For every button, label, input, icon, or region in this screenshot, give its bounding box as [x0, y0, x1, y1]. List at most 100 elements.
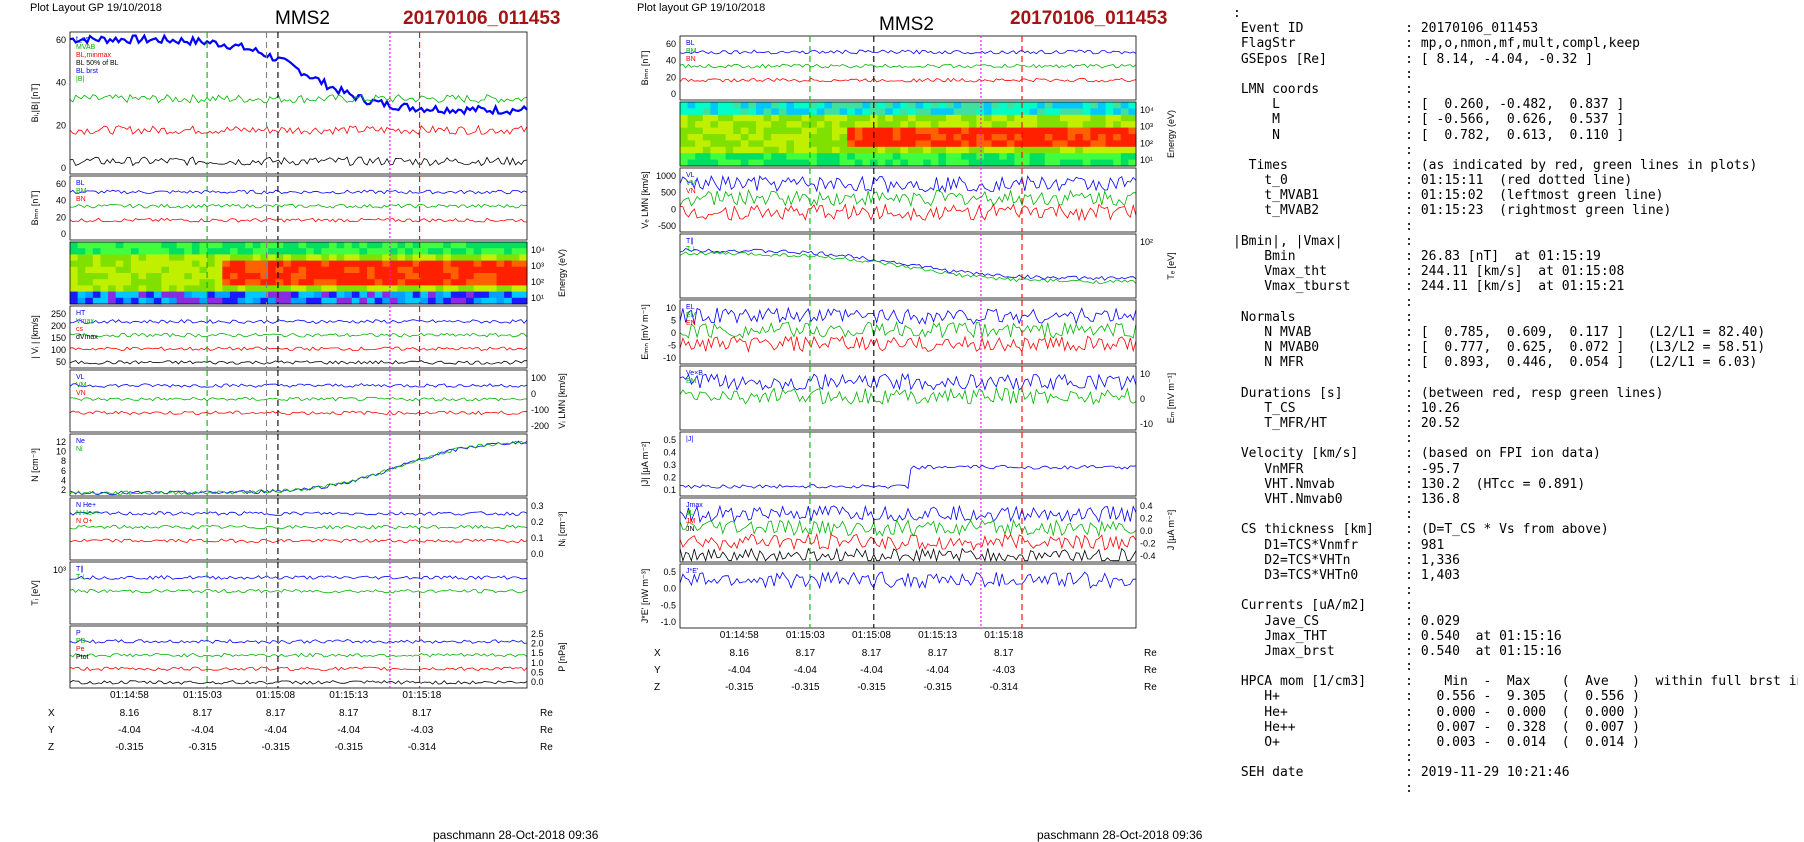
spectrogram-cell [214, 291, 223, 299]
spectrogram-cell [832, 159, 841, 167]
coord-value: -4.04 [728, 665, 751, 676]
spectrogram-cell [138, 279, 147, 286]
spectrogram-cell [496, 279, 505, 286]
spectrogram-cell [496, 297, 505, 305]
spectrogram-cell [123, 254, 132, 262]
spectrogram-cell [191, 279, 200, 286]
spectrogram-cell [115, 279, 124, 286]
spectrogram-cell [268, 297, 277, 305]
spectrogram-cell [191, 260, 200, 268]
spectrogram-cell [511, 260, 520, 268]
spectrogram-cell [794, 114, 803, 122]
spectrogram-cell [70, 254, 79, 262]
spectrogram-cell [389, 279, 399, 286]
legend-label: T⊥ [686, 246, 696, 253]
spectrogram-cell [397, 248, 406, 255]
spectrogram-cell [1113, 121, 1122, 129]
spectrogram-cell [1006, 153, 1015, 161]
spectrogram-cell [92, 279, 101, 286]
spectrogram-cell [488, 260, 498, 268]
spectrogram-cell [260, 248, 269, 255]
spectrogram-cell [968, 146, 977, 154]
spectrogram-cell [999, 121, 1008, 129]
legend-label: BL [76, 180, 85, 187]
spectrogram-cell [184, 273, 193, 280]
spectrogram-cell [1082, 153, 1091, 161]
spectrogram-cell [443, 242, 452, 249]
spectrogram-cell [930, 140, 939, 148]
spectrogram-cell [100, 242, 109, 249]
spectrogram-cell [374, 254, 383, 262]
spectrogram-cell [290, 254, 299, 262]
coord-value: -4.04 [860, 665, 883, 676]
spectrogram-cell [511, 254, 520, 262]
spectrogram-cell [832, 102, 841, 109]
spectrogram-cell [1098, 134, 1107, 141]
y-tick-label: 50 [56, 357, 66, 367]
spectrogram-cell [108, 266, 117, 274]
spectrogram-cell [915, 121, 924, 129]
spectrogram-cell [1098, 102, 1107, 109]
spectrogram-cell [138, 254, 147, 262]
spectrogram-cell [999, 134, 1008, 141]
spectrogram-cell [229, 254, 239, 262]
coord-value: -4.04 [191, 725, 214, 736]
spectrogram-cell [1075, 102, 1084, 109]
spectrogram-cell [718, 102, 727, 109]
spectrogram-cell [1022, 159, 1031, 167]
spectrogram-cell [222, 242, 231, 249]
spectrogram-cell [275, 297, 284, 305]
spectrogram-cell [420, 242, 429, 249]
spectrogram-cell [892, 159, 901, 167]
info-line: : [1233, 66, 1414, 82]
spectrogram-cell [695, 102, 704, 109]
spectrogram-cell [504, 291, 513, 299]
spectrogram-cell [130, 297, 140, 305]
spectrogram-cell [809, 134, 818, 141]
spectrogram-cell [450, 291, 459, 299]
spectrogram-cell [908, 140, 917, 148]
spectrogram-cell [687, 114, 696, 122]
spectrogram-cell [816, 134, 825, 141]
spectrogram-cell [877, 140, 886, 148]
info-line: Event ID : 20170106_011453 [1233, 21, 1539, 37]
spectrogram-cell [756, 146, 765, 154]
series-line [679, 571, 1136, 590]
spectrogram-cell [290, 260, 299, 268]
spectrogram-cell [85, 273, 94, 280]
spectrogram-cell [1022, 134, 1031, 141]
spectrogram-cell [854, 121, 863, 129]
spectrogram-cell [207, 254, 216, 262]
spectrogram-cell [786, 127, 795, 135]
spectrogram-cell [877, 121, 886, 129]
spectrogram-cell [953, 102, 962, 109]
coord-label: X [654, 648, 661, 659]
spectrogram-cell [801, 140, 810, 148]
spectrogram-cell [511, 291, 520, 299]
spectrogram-cell [1128, 108, 1137, 116]
spectrogram-cell [680, 114, 689, 122]
y-tick-label: 100 [531, 373, 546, 383]
panel-ni: N He+N He++N O+0.30.20.10.0Nᵢ [cm⁻³] [69, 497, 567, 561]
y-axis-label: Bₗ,|B| [nT] [30, 84, 40, 123]
spectrogram-cell [443, 279, 452, 286]
spectrogram-cell [130, 266, 140, 274]
spectrogram-cell [359, 279, 368, 286]
spectrogram-cell [892, 127, 901, 135]
spectrogram-cell [695, 153, 704, 161]
spectrogram-cell [961, 102, 970, 109]
y-axis-label: N [cm⁻³] [30, 448, 40, 482]
spectrogram-cell [184, 260, 193, 268]
spectrogram-cell [290, 248, 299, 255]
spectrogram-cell [1022, 114, 1031, 122]
coord-value: -0.315 [857, 682, 886, 693]
series-line [69, 156, 528, 167]
info-line: |Bmin|, |Vmax| : [1233, 233, 1414, 249]
spectrogram-cell [336, 291, 345, 299]
spectrogram-cell [877, 102, 886, 109]
panel-frame [679, 167, 1137, 233]
spectrogram-cell [687, 140, 696, 148]
spectrogram-cell [1075, 146, 1084, 154]
spectrogram-cell [488, 297, 498, 305]
